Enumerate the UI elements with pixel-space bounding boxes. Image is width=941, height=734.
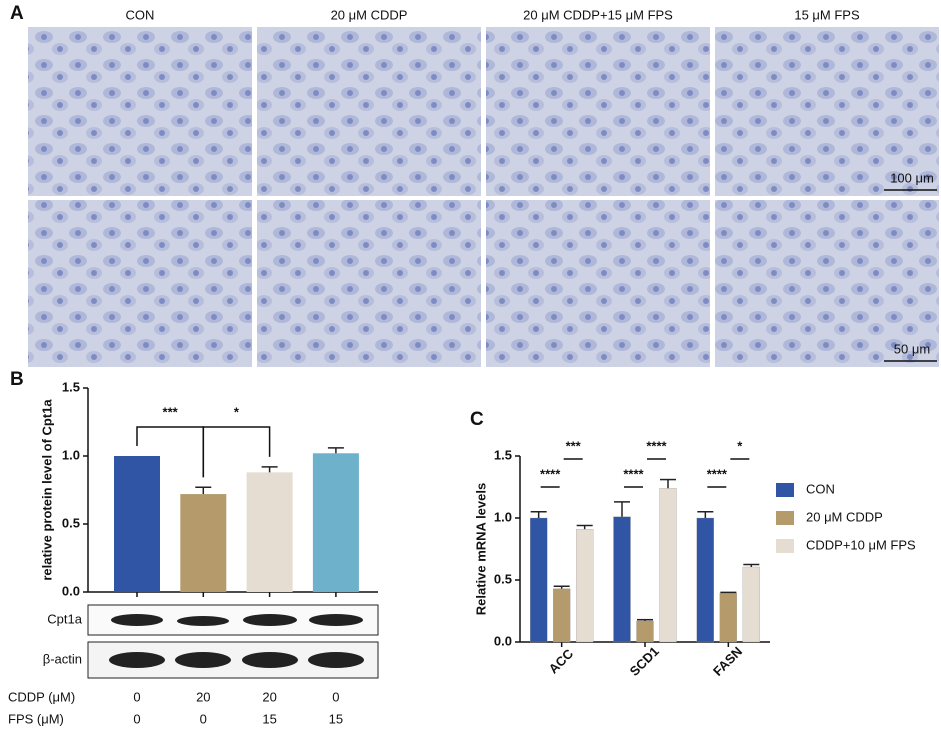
x-tick-label: SCD1	[627, 644, 662, 679]
column-label: 20 μM CDDP	[331, 7, 408, 22]
column-label: CON	[126, 7, 155, 22]
blot-label: β-actin	[43, 651, 82, 666]
bar	[553, 588, 571, 643]
cell: 0	[200, 711, 207, 726]
blot-band	[308, 652, 364, 668]
blot-band	[175, 652, 231, 668]
scale-bar-label: 50 μm	[894, 341, 930, 356]
treatment-table: CDDP (μM) 0 20 20 0 FPS (μM) 0 0 15 15	[8, 689, 343, 726]
micrograph	[257, 200, 481, 367]
bar	[659, 488, 677, 643]
significance-label: ****	[646, 438, 667, 453]
blot-band	[109, 652, 165, 668]
bar	[742, 566, 760, 643]
panel-label: B	[10, 369, 24, 390]
cell: 20	[262, 689, 276, 704]
row-label: CDDP (μM)	[8, 689, 75, 704]
bar	[719, 592, 737, 643]
legend-swatch	[776, 539, 794, 553]
legend-swatch	[776, 483, 794, 497]
x-tick-label: FASN	[710, 644, 745, 679]
y-tick-label: 0.0	[494, 633, 512, 648]
blot-band	[242, 652, 298, 668]
significance-label: ****	[707, 466, 728, 481]
significance-label: ****	[623, 466, 644, 481]
micrograph	[28, 27, 252, 196]
chart-c: 0.0 0.5 1.0 1.5 Relative mRNA levels ACC SCD1 F…	[473, 438, 916, 678]
bar	[530, 517, 548, 643]
significance-label: *	[234, 404, 240, 419]
micrograph	[28, 200, 252, 367]
column-label: 15 μM FPS	[794, 7, 860, 22]
micrograph	[257, 27, 481, 196]
blot-band	[177, 616, 229, 626]
blot-band	[111, 614, 163, 626]
bar	[114, 456, 160, 592]
y-tick-label: 0.5	[62, 515, 80, 530]
legend-label: CON	[806, 481, 835, 496]
y-tick-label: 0.0	[62, 583, 80, 598]
bar	[696, 517, 714, 643]
significance-label: ***	[163, 404, 179, 419]
cell: 15	[262, 711, 276, 726]
bar	[180, 494, 227, 592]
significance-label: *	[737, 438, 743, 453]
significance-label: ****	[540, 466, 561, 481]
blot-band	[243, 614, 297, 626]
blot-band	[309, 614, 363, 626]
legend-swatch	[776, 511, 794, 525]
y-tick-label: 1.5	[62, 379, 80, 394]
chart-b: 0.0 0.5 1.0 1.5 relative protein level of Cp…	[39, 379, 378, 598]
micrograph	[715, 200, 939, 367]
bar	[576, 529, 594, 643]
scale-bar-label: 100 μm	[890, 170, 934, 185]
cell: 20	[196, 689, 210, 704]
panel-label: A	[10, 3, 24, 24]
column-label: 20 μM CDDP+15 μM FPS	[523, 7, 673, 22]
legend-label: CDDP+10 μM FPS	[806, 537, 916, 552]
bar	[312, 453, 359, 592]
micrograph	[486, 200, 710, 367]
x-tick-label: ACC	[546, 646, 577, 677]
row-label: FPS (μM)	[8, 711, 64, 726]
western-blot: Cpt1a β-actin	[43, 604, 379, 679]
cell: 15	[329, 711, 343, 726]
y-tick-label: 1.0	[62, 447, 80, 462]
cell: 0	[332, 689, 339, 704]
y-axis-label: relative protein level of Cpt1a	[39, 399, 54, 581]
legend-label: 20 μM CDDP	[806, 509, 883, 524]
significance-bracket	[202, 426, 271, 478]
micrograph	[486, 27, 710, 196]
bar	[246, 472, 293, 592]
bar	[613, 516, 631, 643]
y-axis-label: Relative mRNA levels	[473, 483, 488, 615]
y-tick-label: 1.0	[494, 509, 512, 524]
cell: 0	[133, 711, 140, 726]
bar	[636, 620, 654, 643]
y-tick-label: 0.5	[494, 571, 512, 586]
significance-label: ***	[566, 438, 582, 453]
micrograph	[715, 27, 939, 196]
cell: 0	[133, 689, 140, 704]
y-tick-label: 1.5	[494, 447, 512, 462]
panel-label: C	[470, 409, 484, 430]
microscopy-grid: CON 20 μM CDDP 20 μM CDDP+15 μM FPS 15 μM F…	[28, 7, 939, 367]
blot-label: Cpt1a	[47, 611, 82, 626]
